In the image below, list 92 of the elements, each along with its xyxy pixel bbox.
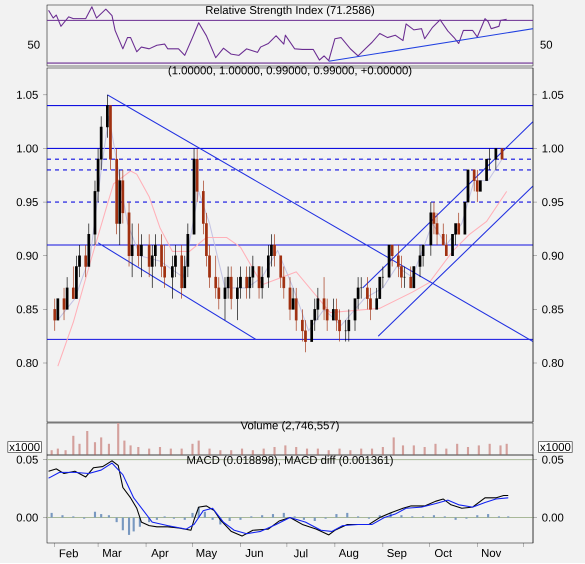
- bar: [108, 515, 110, 518]
- bar: [328, 450, 330, 456]
- chart-title: Volume (2,746,557): [240, 421, 339, 432]
- candlestick: [106, 94, 109, 138]
- candlestick: [500, 148, 504, 160]
- bar: [94, 442, 96, 456]
- candlestick: [140, 234, 143, 278]
- candlestick: [260, 266, 264, 300]
- bar: [282, 513, 285, 518]
- candlestick: [288, 276, 292, 321]
- candlestick: [72, 266, 75, 300]
- candlestick: [476, 170, 479, 203]
- bar: [314, 518, 316, 522]
- x-tick-label: Jun: [245, 549, 263, 558]
- x-tick-label: Nov: [482, 549, 502, 558]
- bar: [72, 436, 74, 456]
- candlestick: [273, 234, 276, 267]
- candlestick: [230, 266, 233, 310]
- y-tick-label: 0.80: [16, 359, 38, 368]
- bar: [100, 438, 102, 456]
- bar: [335, 514, 338, 518]
- line-series: [57, 170, 508, 367]
- chart-title: Relative Strength Index (71.2586): [206, 6, 374, 16]
- x-tick-label: Feb: [60, 549, 78, 558]
- bar: [400, 515, 403, 518]
- bar: [132, 518, 135, 532]
- candlestick: [84, 244, 88, 278]
- candlestick: [457, 212, 460, 235]
- bar: [100, 514, 102, 518]
- chart-title: (1.00000, 1.00000, 0.99000, 0.99000, +0.00000): [168, 66, 412, 77]
- candlestick: [66, 276, 68, 310]
- candlestick: [412, 266, 416, 288]
- candlestick: [347, 309, 350, 342]
- bar: [228, 518, 231, 522]
- candlestick: [294, 288, 298, 332]
- chart-title: MACD (0.018898), MACD diff (0.001361): [187, 456, 393, 466]
- bar: [61, 515, 64, 518]
- candlestick: [62, 288, 66, 321]
- candlestick: [494, 148, 498, 170]
- candlestick: [148, 234, 151, 278]
- candlestick: [444, 234, 448, 256]
- x-tick-label: Aug: [338, 549, 358, 560]
- bar: [50, 513, 53, 518]
- bar: [123, 440, 126, 456]
- x-tick-label: Oct: [434, 549, 452, 558]
- x-tick-label: Sep: [387, 549, 406, 560]
- y-tick-label: 0.95: [16, 198, 38, 206]
- bar: [122, 518, 124, 530]
- bar: [204, 512, 206, 518]
- candlestick: [53, 298, 56, 332]
- text: x1000: [540, 443, 570, 452]
- bar: [261, 515, 264, 518]
- candlestick: [390, 244, 394, 267]
- x-tick-label: May: [196, 549, 218, 560]
- bar: [506, 444, 508, 456]
- candlestick: [258, 266, 260, 300]
- candlestick: [418, 244, 422, 278]
- bar: [86, 431, 88, 456]
- candlestick: [332, 298, 335, 321]
- bar: [128, 518, 130, 536]
- y-tick-label: 1.05: [17, 90, 38, 99]
- bar: [476, 515, 478, 518]
- candlestick: [245, 266, 248, 300]
- bar: [94, 512, 96, 518]
- bar: [230, 450, 232, 456]
- candlestick: [136, 223, 140, 267]
- bar: [360, 448, 362, 456]
- bar: [346, 513, 348, 518]
- text: x1000: [9, 443, 40, 452]
- text: 50: [28, 40, 40, 49]
- bar: [262, 448, 265, 456]
- bar: [116, 518, 118, 522]
- text: 50: [540, 40, 552, 49]
- y-tick-label: 0.90: [16, 252, 38, 260]
- bar: [392, 438, 395, 456]
- y-tick-label: 0.85: [16, 305, 38, 314]
- bar: [117, 423, 120, 456]
- x-tick-label: Mar: [103, 549, 122, 558]
- bar: [432, 515, 436, 518]
- candlestick: [409, 266, 412, 288]
- candlestick: [56, 298, 60, 321]
- bar: [272, 514, 274, 518]
- bar: [487, 514, 490, 518]
- y-tick-label: 1.00: [17, 144, 38, 153]
- x-tick-label: Apr: [151, 549, 169, 560]
- candlestick: [479, 180, 482, 192]
- bar: [198, 440, 200, 456]
- bar: [295, 447, 298, 456]
- x-tick-label: Jul: [294, 549, 308, 558]
- bar: [191, 513, 194, 518]
- candlestick: [292, 288, 294, 310]
- candlestick: [130, 223, 134, 278]
